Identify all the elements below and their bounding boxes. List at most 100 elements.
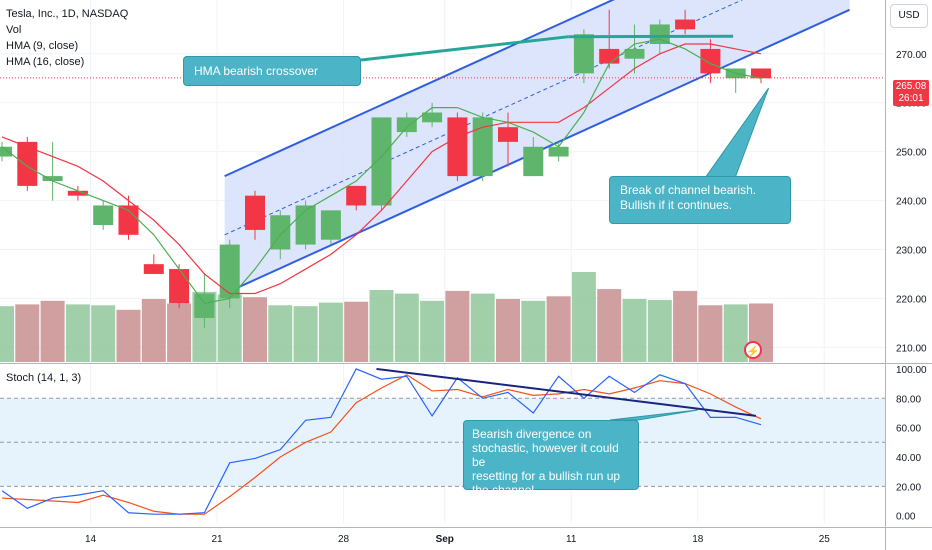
candle-body	[169, 269, 190, 304]
currency-button[interactable]: USD	[890, 4, 928, 28]
price-tick-label: 230.00	[896, 245, 927, 256]
candle-body	[447, 117, 468, 177]
crossover-callout-line	[360, 35, 569, 62]
stoch-tick-label: 40.00	[896, 453, 921, 464]
volume-bar	[698, 305, 723, 362]
volume-bar	[369, 290, 394, 362]
channel-break-note[interactable]: Break of channel bearish. Bullish if it …	[609, 176, 791, 224]
channel-note-line-1: Break of channel bearish.	[620, 183, 757, 197]
candle-body	[700, 48, 721, 74]
indicator-hma-16[interactable]: HMA (16, close)	[6, 56, 85, 68]
candle-body	[624, 48, 645, 59]
price-tick-label: 220.00	[896, 294, 927, 305]
candle-body	[472, 117, 493, 177]
time-tick-label: 25	[819, 534, 831, 545]
divergence-line	[376, 367, 757, 417]
indicator-vol[interactable]: Vol	[6, 24, 22, 36]
candle-body	[548, 146, 569, 157]
candle-body	[573, 34, 594, 74]
candle-body	[17, 141, 38, 186]
time-tick-label: Sep	[436, 534, 454, 545]
stoch-tick-label: 20.00	[896, 482, 921, 493]
candle-body	[346, 185, 367, 206]
last-price: 265.08	[895, 81, 927, 92]
volume-bar	[394, 293, 419, 362]
candle-body	[422, 112, 443, 123]
channel-upper-line	[224, 0, 615, 178]
volume-bar	[91, 305, 116, 362]
hma-16-line	[1, 43, 762, 295]
volume-bar	[521, 300, 546, 362]
hma-lines	[1, 38, 762, 304]
price-tick-label: 270.00	[896, 50, 927, 61]
stoch-note-line-3: resetting for a bullish run up	[472, 469, 621, 483]
volume-bar	[141, 299, 166, 362]
volume-bar	[470, 293, 495, 362]
candle-body	[320, 210, 341, 240]
time-tick-label: 14	[85, 534, 97, 545]
volume-bar	[293, 306, 318, 362]
time-tick-label: 28	[338, 534, 350, 545]
candle-body	[93, 205, 114, 226]
volume-bar	[571, 272, 596, 362]
candle-body	[118, 205, 139, 235]
candle-body	[396, 117, 417, 133]
volume-bar	[496, 299, 520, 362]
hma-crossover-note[interactable]: HMA bearish crossover	[183, 56, 361, 86]
volume-bar	[40, 300, 65, 362]
bar-countdown: 26:01	[898, 93, 924, 104]
candle-body	[219, 244, 240, 299]
volume-bar	[420, 300, 445, 362]
time-tick-label: 11	[566, 534, 577, 545]
candle-body	[194, 293, 215, 318]
time-tick-label: 21	[211, 534, 223, 545]
channel-callout-pointer	[704, 87, 770, 179]
stoch-tick-label: 60.00	[896, 424, 921, 435]
volume-bar	[116, 309, 141, 362]
candle-body	[295, 205, 316, 245]
candle-body	[675, 19, 696, 30]
hma-9-line	[1, 38, 762, 304]
stoch-title[interactable]: Stoch (14, 1, 3)	[6, 372, 82, 384]
candle-body	[67, 190, 88, 196]
price-tick-label: 250.00	[896, 148, 927, 159]
candle-body	[371, 117, 392, 206]
stoch-divergence-note[interactable]: Bearish divergence on stochastic, howeve…	[463, 420, 639, 497]
last-price-tag: 265.08 26:01	[893, 80, 929, 106]
volume-bar	[167, 303, 192, 362]
volume-bar	[344, 301, 369, 362]
stoch-k-line	[1, 368, 762, 515]
stoch-tick-label: 100.00	[896, 365, 927, 376]
candle-body	[245, 195, 265, 230]
drawings	[0, 34, 885, 421]
volume-bar	[65, 304, 90, 362]
stochastic-panel	[0, 368, 885, 515]
channel-median-line	[224, 0, 744, 236]
indicator-hma-9[interactable]: HMA (9, close)	[6, 40, 79, 52]
stoch-d-line	[1, 374, 762, 515]
volume-bar	[445, 290, 470, 362]
price-tick-label: 240.00	[896, 197, 927, 208]
volume-bar	[723, 304, 748, 362]
channel-note-line-2: Bullish if it continues.	[620, 198, 733, 212]
candlesticks	[0, 9, 771, 328]
stoch-note-line-4: the channel.	[472, 483, 538, 497]
volume-bar	[318, 302, 343, 362]
volume-bar	[0, 306, 14, 362]
lightning-icon[interactable]: ⚡	[744, 341, 762, 359]
volume-bar	[647, 299, 672, 362]
volume-bar	[15, 304, 40, 362]
price-tick-label: 210.00	[896, 343, 927, 354]
stoch-note-line-2: stochastic, however it could be	[472, 441, 619, 469]
candle-body	[0, 146, 12, 157]
chart-title: Tesla, Inc., 1D, NASDAQ	[6, 8, 129, 20]
candle-body	[498, 127, 518, 142]
candle-body	[143, 264, 164, 274]
candle-body	[599, 48, 620, 64]
time-tick-label: 18	[692, 534, 704, 545]
stoch-note-line-1: Bearish divergence on	[472, 427, 592, 441]
stoch-tick-label: 0.00	[896, 512, 916, 523]
volume-bar	[546, 296, 571, 362]
